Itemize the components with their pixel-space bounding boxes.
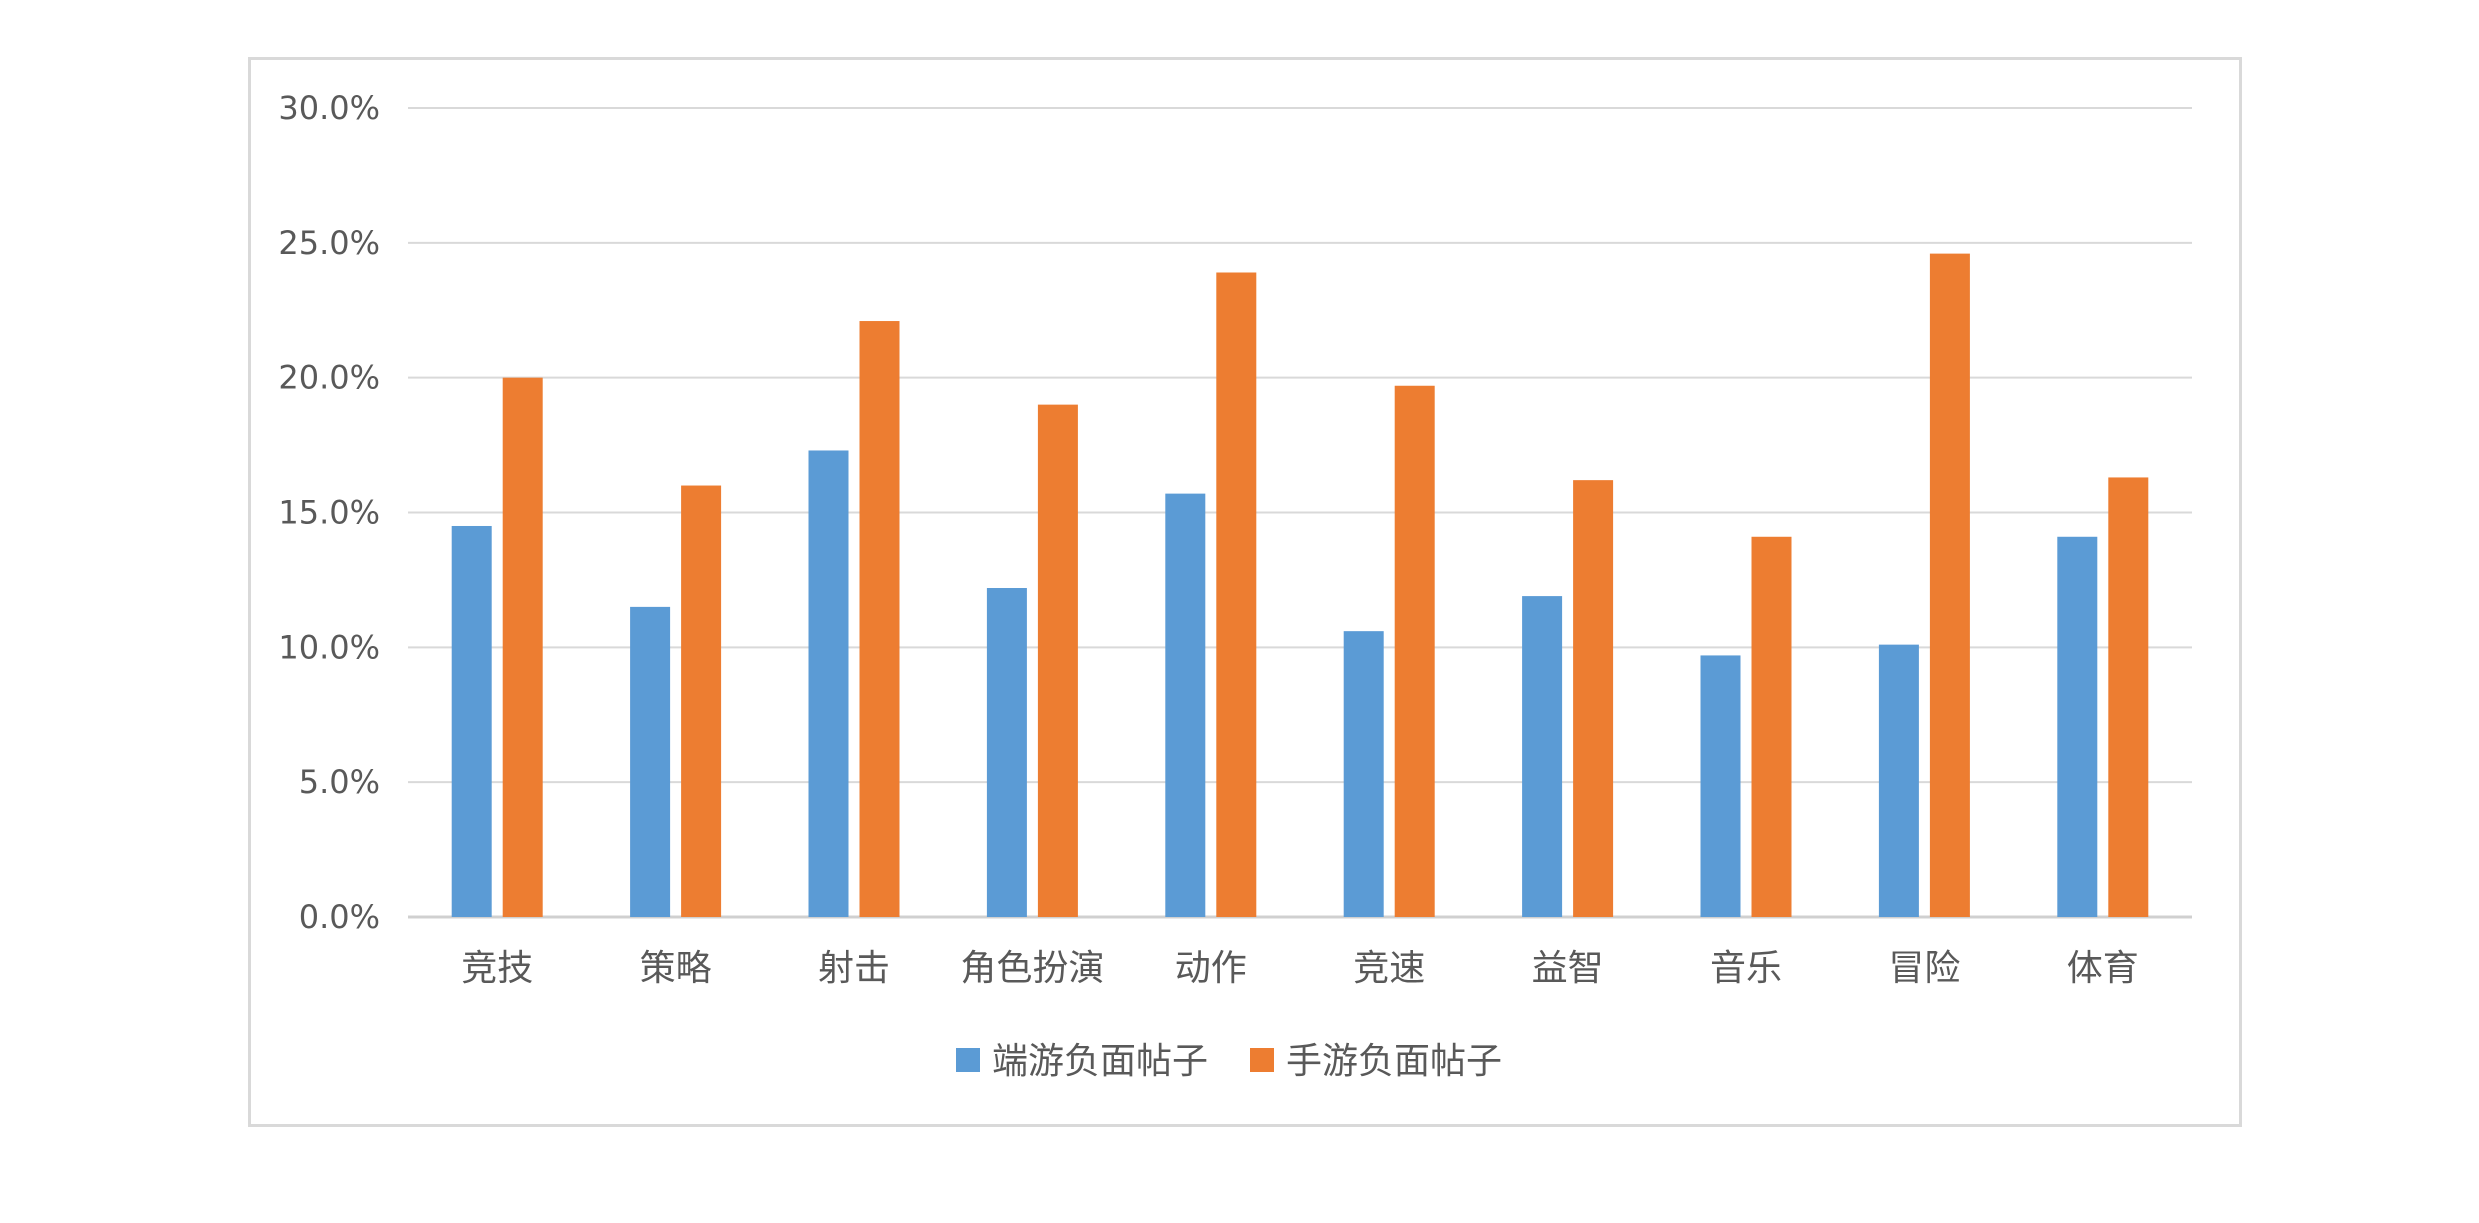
y-tick-label: 10.0% bbox=[278, 628, 380, 666]
y-tick-label: 0.0% bbox=[299, 898, 380, 936]
legend-label: 手游负面帖子 bbox=[1286, 1041, 1502, 1082]
gridlines bbox=[408, 107, 2192, 919]
y-axis-tick-labels: 0.0% 5.0% 10.0% 15.0% 20.0% 25.0% 30.0% bbox=[278, 89, 380, 936]
x-category-label: 益智 bbox=[1532, 948, 1604, 989]
legend-item: 端游负面帖子 bbox=[956, 1041, 1208, 1082]
bar-mobile-2 bbox=[859, 321, 900, 918]
x-category-label: 射击 bbox=[818, 948, 890, 989]
x-category-label: 冒险 bbox=[1888, 948, 1960, 989]
x-category-label: 动作 bbox=[1175, 948, 1247, 989]
bar-pc-7 bbox=[1700, 655, 1741, 917]
legend: 端游负面帖子 手游负面帖子 bbox=[956, 1041, 1502, 1082]
x-category-label: 角色扮演 bbox=[960, 948, 1104, 989]
legend-item: 手游负面帖子 bbox=[1250, 1041, 1502, 1082]
y-tick-label: 25.0% bbox=[278, 224, 380, 262]
bar-pc-0 bbox=[451, 525, 492, 917]
x-category-label: 策略 bbox=[640, 948, 712, 989]
y-tick-label: 30.0% bbox=[278, 89, 380, 127]
bar-mobile-9 bbox=[2108, 477, 2149, 917]
bar-pc-6 bbox=[1522, 596, 1563, 917]
legend-swatch bbox=[956, 1048, 980, 1072]
x-axis-category-labels: 竞技 策略 射击 角色扮演 动作 竞速 益智 音乐 冒险 体育 bbox=[461, 948, 2139, 989]
bar-pc-8 bbox=[1878, 644, 1919, 917]
bars bbox=[451, 253, 2149, 918]
bar-pc-4 bbox=[1165, 493, 1206, 917]
bar-mobile-6 bbox=[1573, 480, 1614, 917]
bar-mobile-0 bbox=[502, 377, 543, 918]
y-tick-label: 15.0% bbox=[278, 494, 380, 532]
x-category-label: 竞速 bbox=[1353, 948, 1425, 989]
y-tick-label: 5.0% bbox=[299, 763, 380, 801]
bar-mobile-1 bbox=[681, 485, 722, 917]
bar-pc-2 bbox=[808, 450, 849, 917]
x-category-label: 体育 bbox=[2067, 948, 2139, 989]
legend-swatch bbox=[1250, 1048, 1274, 1072]
bar-mobile-7 bbox=[1751, 536, 1792, 917]
bar-pc-3 bbox=[986, 588, 1027, 917]
bar-mobile-5 bbox=[1394, 385, 1435, 917]
y-tick-label: 20.0% bbox=[278, 359, 380, 397]
bar-mobile-8 bbox=[1929, 253, 1970, 917]
legend-label: 端游负面帖子 bbox=[992, 1041, 1208, 1082]
bar-mobile-4 bbox=[1216, 272, 1257, 917]
bar-mobile-3 bbox=[1037, 404, 1078, 918]
bar-pc-1 bbox=[630, 606, 671, 917]
x-category-label: 竞技 bbox=[461, 948, 533, 989]
x-category-label: 音乐 bbox=[1710, 948, 1782, 989]
bar-pc-9 bbox=[2057, 536, 2098, 917]
bar-pc-5 bbox=[1343, 631, 1384, 917]
